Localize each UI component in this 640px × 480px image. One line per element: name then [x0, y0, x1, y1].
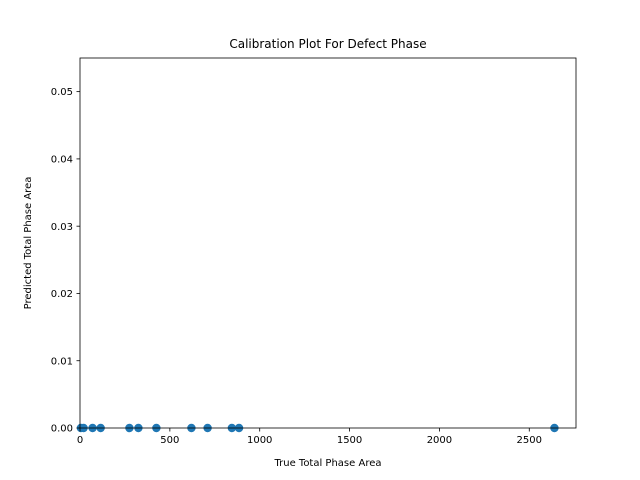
x-tick-label: 1500	[337, 435, 362, 446]
x-tick-label: 500	[160, 435, 179, 446]
plot-frame	[79, 57, 577, 429]
chart-title: Calibration Plot For Defect Phase	[229, 37, 426, 51]
y-tick-label: 0.00	[51, 424, 73, 435]
y-tick-label: 0.04	[51, 155, 73, 166]
y-tick-label: 0.03	[51, 222, 73, 233]
y-axis-ticks: 0.00 0.01 0.02 0.03 0.04 0.05	[51, 87, 80, 435]
y-tick-label: 0.02	[51, 289, 73, 300]
y-tick-label: 0.01	[51, 356, 73, 367]
x-axis-ticks: 0 500 1000 1500 2000 2500	[77, 428, 542, 446]
y-tick-label: 0.05	[51, 87, 73, 98]
x-tick-label: 2000	[427, 435, 452, 446]
x-tick-label: 0	[77, 435, 83, 446]
x-tick-label: 2500	[517, 435, 542, 446]
x-tick-label: 1000	[247, 435, 272, 446]
y-axis-label: Predicted Total Phase Area	[23, 177, 34, 310]
x-axis-label: True Total Phase Area	[273, 458, 381, 469]
